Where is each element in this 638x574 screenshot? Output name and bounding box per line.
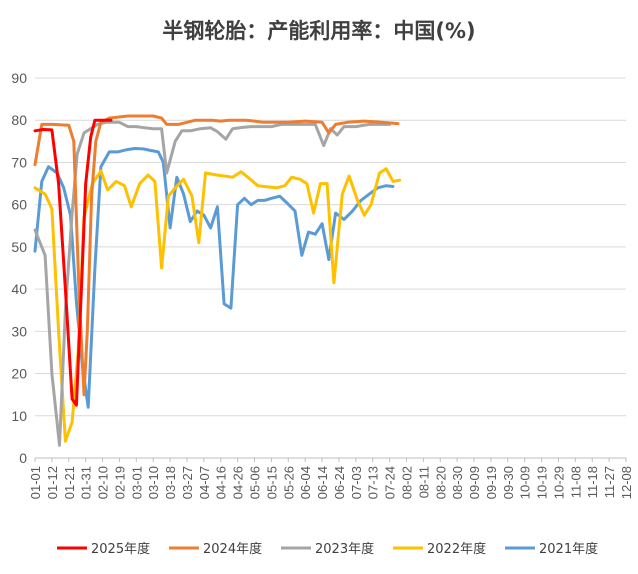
y-tick-label: 0 bbox=[19, 450, 27, 466]
x-tick-label: 10-29 bbox=[551, 466, 566, 499]
legend: 2025年度 2024年度 2023年度 2022年度 2021年度 bbox=[57, 541, 598, 557]
x-tick-label: 09-09 bbox=[467, 466, 482, 499]
legend-label: 2024年度 bbox=[203, 541, 262, 557]
series-line bbox=[33, 120, 392, 447]
x-tick-label: 07-24 bbox=[383, 466, 398, 499]
x-tick-label: 04-16 bbox=[214, 466, 229, 499]
legend-label: 2023年度 bbox=[315, 541, 374, 557]
x-tick-label: 08-02 bbox=[399, 466, 414, 499]
x-tick-label: 03-27 bbox=[180, 466, 195, 499]
x-tick-label: 05-26 bbox=[281, 466, 296, 499]
series-line bbox=[33, 118, 113, 407]
x-tick-label: 08-11 bbox=[416, 466, 431, 498]
x-tick-label: 03-18 bbox=[163, 466, 178, 499]
y-tick-label: 40 bbox=[11, 281, 27, 297]
x-tick-label: 01-12 bbox=[45, 466, 60, 499]
x-tick-label: 01-01 bbox=[28, 466, 43, 499]
x-tick-label: 12-08 bbox=[619, 466, 634, 499]
x-tick-label: 11-18 bbox=[585, 466, 600, 498]
y-tick-label: 30 bbox=[11, 323, 27, 339]
x-tick-label: 03-01 bbox=[129, 466, 144, 499]
series-line bbox=[33, 114, 400, 397]
y-axis-ticks: 0 10 20 30 40 50 60 70 80 90 bbox=[11, 70, 27, 466]
x-tick-label: 06-04 bbox=[298, 466, 313, 499]
x-axis-ticks: 01-01 01-12 01-21 01-31 02-10 02-19 03-01 03-10… bbox=[28, 458, 634, 499]
y-tick-label: 90 bbox=[11, 70, 27, 86]
series-lines bbox=[33, 114, 402, 447]
y-tick-label: 80 bbox=[11, 112, 27, 128]
x-tick-label: 01-31 bbox=[79, 466, 94, 499]
y-tick-label: 60 bbox=[11, 197, 27, 213]
legend-label: 2025年度 bbox=[91, 541, 150, 557]
gridlines bbox=[35, 77, 626, 459]
x-tick-label: 05-15 bbox=[264, 466, 279, 499]
x-tick-label: 11-08 bbox=[568, 466, 583, 498]
legend-label: 2021年度 bbox=[539, 541, 598, 557]
x-tick-label: 10-09 bbox=[518, 466, 533, 499]
x-tick-label: 07-03 bbox=[349, 466, 364, 499]
x-tick-label: 05-06 bbox=[248, 466, 263, 499]
y-tick-label: 70 bbox=[11, 154, 27, 170]
x-tick-label: 02-10 bbox=[96, 466, 111, 499]
x-tick-label: 04-26 bbox=[231, 466, 246, 499]
x-tick-label: 04-07 bbox=[197, 466, 212, 499]
x-tick-label: 08-30 bbox=[450, 466, 465, 499]
x-tick-label: 11-27 bbox=[602, 466, 617, 498]
legend-label: 2022年度 bbox=[427, 541, 486, 557]
x-tick-label: 06-14 bbox=[315, 466, 330, 499]
x-tick-label: 09-30 bbox=[501, 466, 516, 499]
series-line bbox=[33, 147, 395, 409]
x-tick-label: 09-19 bbox=[484, 466, 499, 499]
x-tick-label: 01-21 bbox=[62, 466, 77, 499]
x-tick-label: 03-10 bbox=[146, 466, 161, 499]
y-tick-label: 50 bbox=[11, 239, 27, 255]
x-tick-label: 07-13 bbox=[366, 466, 381, 499]
y-tick-label: 10 bbox=[11, 408, 27, 424]
y-tick-label: 20 bbox=[11, 366, 27, 382]
x-tick-label: 10-19 bbox=[535, 466, 550, 499]
x-tick-label: 06-24 bbox=[332, 466, 347, 499]
chart-title: 半钢轮胎：产能利用率：中国(%) bbox=[162, 19, 475, 43]
x-tick-label: 02-19 bbox=[112, 466, 127, 499]
x-tick-label: 08-20 bbox=[433, 466, 448, 499]
